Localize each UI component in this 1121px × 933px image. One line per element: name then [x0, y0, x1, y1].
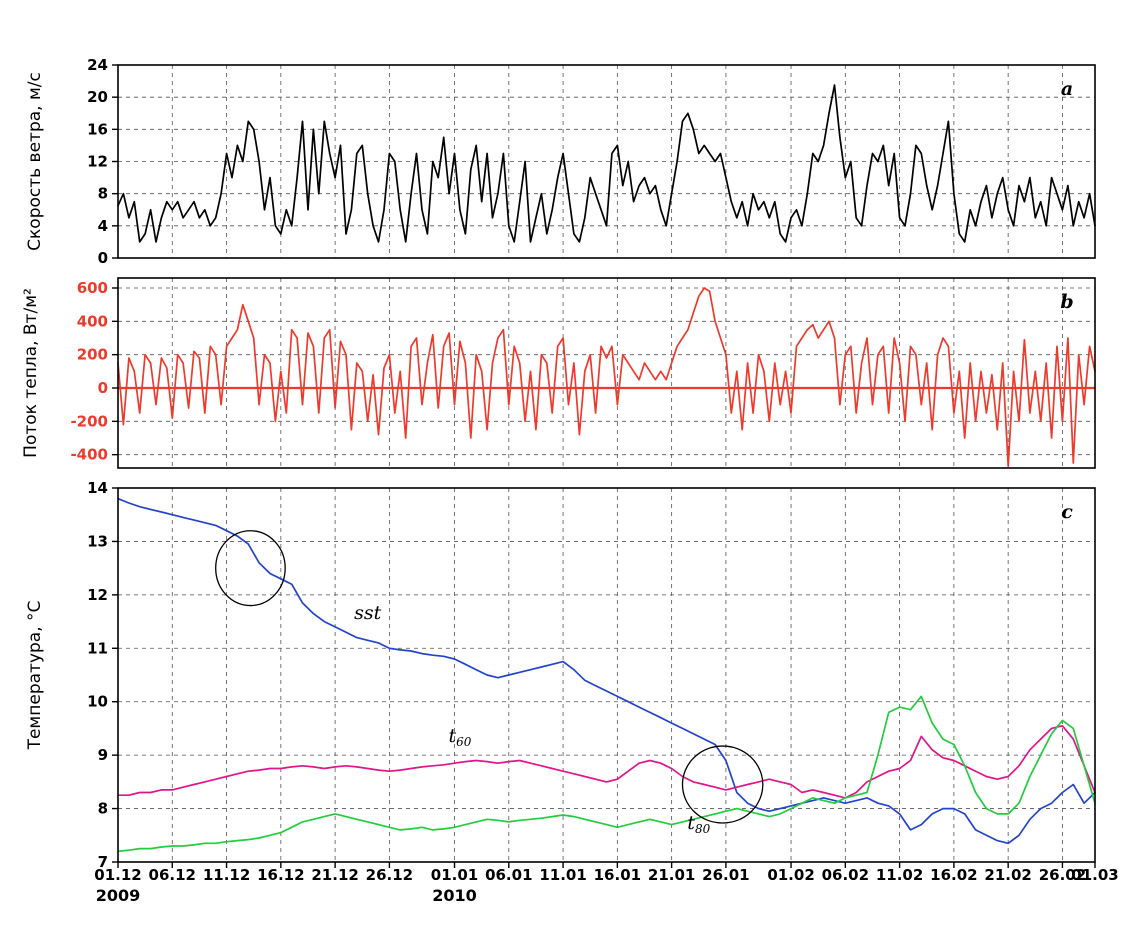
y-tick-label: 4 — [98, 217, 108, 235]
panel-wind: 0 4 8 12 16 20 24 Скорость ветра, м/с a — [25, 56, 1096, 267]
annotation-circle — [681, 745, 764, 824]
y-tick-label: 9 — [98, 746, 108, 764]
annotation-circle — [215, 530, 286, 607]
year-label-2009: 2009 — [96, 886, 141, 905]
panel-letter-a: a — [1061, 78, 1073, 100]
y-tick-label: 0 — [98, 249, 108, 267]
y-tick-label: 13 — [87, 532, 108, 550]
series-label-text: t — [687, 812, 695, 834]
sst-line — [117, 497, 1096, 845]
x-tick-label: 26.01 — [702, 866, 749, 884]
y-tick-label: 7 — [98, 853, 108, 871]
t80-line — [117, 695, 1096, 853]
y-tick-label: 20 — [87, 88, 108, 106]
x-tick-label: 01.01 — [431, 866, 478, 884]
x-tick-label: 21.12 — [311, 866, 358, 884]
x-tick-label: 06.02 — [822, 866, 869, 884]
y-tick-label: 16 — [87, 120, 108, 138]
panel-border — [117, 487, 1096, 863]
y-tick-label: 200 — [77, 346, 108, 364]
panel-heat: -400 -200 0 200 400 600 Поток тепла, Вт/м² b — [21, 277, 1096, 469]
heat-flux-line — [117, 287, 1096, 468]
x-tick-label: 16.02 — [930, 866, 977, 884]
t60-line — [117, 724, 1096, 799]
panel-border — [117, 277, 1096, 469]
y-axis-title: Скорость ветра, м/с — [25, 72, 45, 251]
x-tick-label: 11.02 — [876, 866, 923, 884]
y-tick-label: 11 — [87, 639, 108, 657]
x-tick-label: 21.02 — [984, 866, 1031, 884]
y-axis-title: Поток тепла, Вт/м² — [21, 288, 41, 458]
y-tick-label: 24 — [87, 56, 108, 74]
x-tick-label: 16.01 — [594, 866, 641, 884]
x-tick-label: 26.12 — [366, 866, 413, 884]
series-label-text: t — [448, 725, 456, 747]
panel-letter-c: c — [1061, 501, 1073, 523]
x-tick-label: 01.03 — [1071, 866, 1118, 884]
y-tick-label: 12 — [87, 586, 108, 604]
x-tick-label: 11.01 — [539, 866, 586, 884]
y-tick-label: 0 — [98, 379, 108, 397]
y-tick-label: -400 — [70, 446, 108, 464]
y-axis-title: Температура, °C — [25, 601, 45, 751]
x-tick-label: 16.12 — [257, 866, 304, 884]
y-tick-label: 600 — [77, 279, 108, 297]
y-tick-label: 12 — [87, 153, 108, 171]
year-label-2010: 2010 — [432, 886, 477, 905]
y-tick-label: 10 — [87, 693, 108, 711]
series-label-text: sst — [354, 602, 382, 624]
y-tick-label: 8 — [98, 185, 108, 203]
x-tick-label: 06.01 — [485, 866, 532, 884]
series-label-t60: t60 — [448, 725, 471, 749]
x-tick-label: 01.02 — [767, 866, 814, 884]
x-tick-label: 26.02 — [1039, 866, 1086, 884]
y-tick-label: 8 — [98, 800, 108, 818]
series-label-sst: sst — [354, 602, 382, 624]
x-tick-label: 01.12 — [94, 866, 141, 884]
series-label-subscript: 80 — [695, 822, 711, 836]
series-label-t80: t80 — [687, 812, 710, 836]
x-tick-label: 11.12 — [203, 866, 250, 884]
x-tick-label: 06.12 — [149, 866, 196, 884]
y-tick-label: 400 — [77, 312, 108, 330]
x-tick-label: 21.01 — [648, 866, 695, 884]
y-tick-label: -200 — [70, 412, 108, 430]
y-tick-label: 14 — [87, 479, 108, 497]
panel-letter-b: b — [1060, 291, 1073, 313]
series-label-subscript: 60 — [456, 735, 472, 749]
wind-speed-line — [117, 84, 1096, 243]
